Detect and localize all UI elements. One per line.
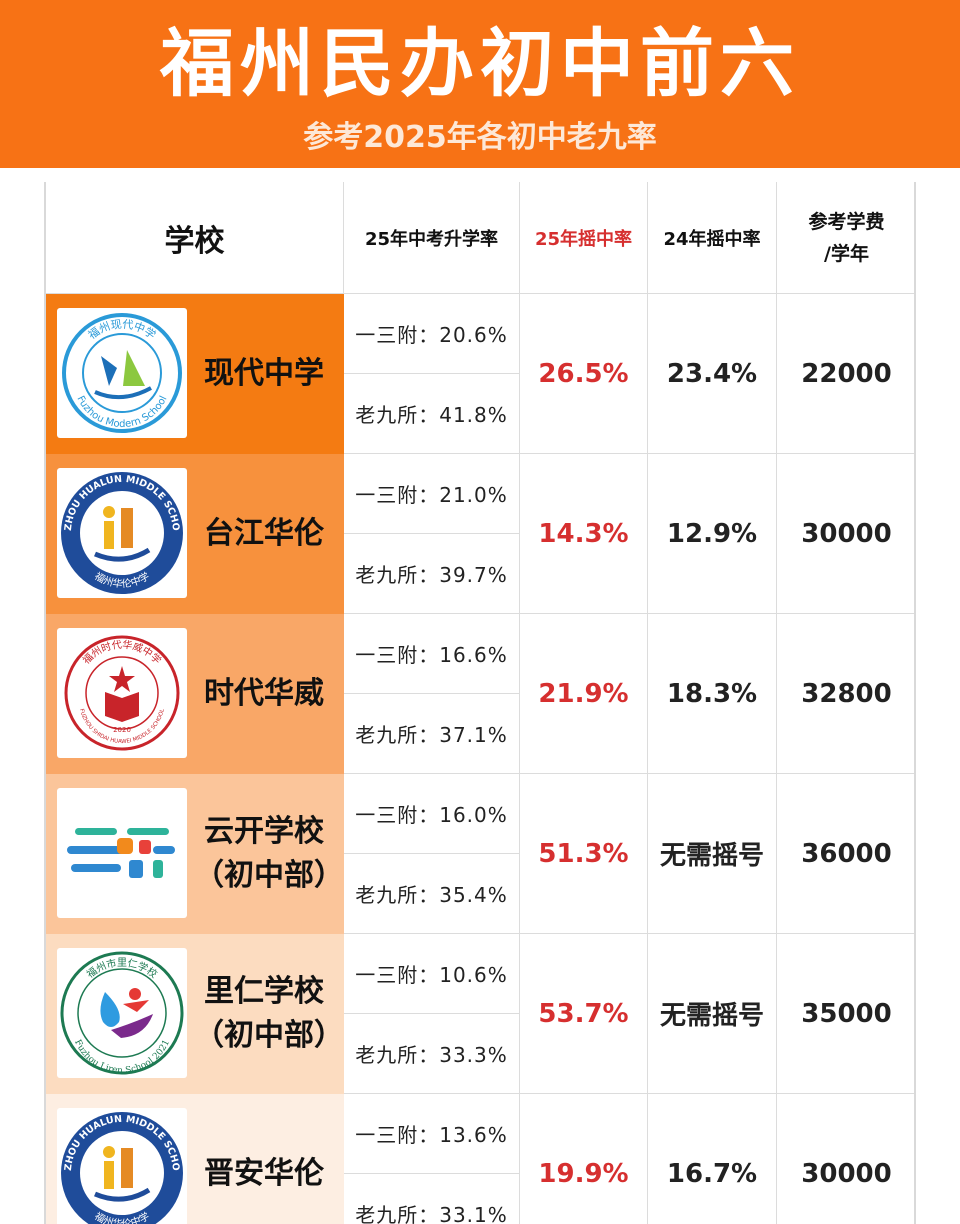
table-row: FUZHOU HUALUN MIDDLE SCHOOL 福州华伦中学 晋安华伦 … — [46, 1094, 914, 1224]
school-name: 台江华伦 — [204, 516, 324, 551]
table-row: 福州时代华威中学 FUZHOU SHIDAI HUAWEI MIDDLE SCH… — [46, 614, 914, 774]
lottery-rate-2024: 23.4% — [648, 294, 777, 454]
tuition: 32800 — [777, 614, 914, 774]
lottery-rate-2025: 21.9% — [520, 614, 648, 774]
header-tuition: 参考学费 /学年 — [777, 182, 914, 294]
title-banner: 福州民办初中前六 参考2025年各初中老九率 — [0, 0, 960, 168]
school-cell: FUZHOU HUALUN MIDDLE SCHOOL 福州华伦中学 台江华伦 — [46, 454, 344, 614]
fuzhou-hualun-middle-school-logo: FUZHOU HUALUN MIDDLE SCHOOL 福州华伦中学 — [57, 468, 187, 598]
school-name: 晋安华伦 — [204, 1156, 324, 1191]
fuzhou-modern-school-logo: 福州现代中学 Fuzhou Modern School — [57, 308, 187, 438]
header-lottery-rate-2024: 24年摇中率 — [648, 182, 777, 294]
lottery-rate-2024: 无需摇号 — [648, 934, 777, 1094]
rate-yisanfu: 一三附：13.6% — [344, 1094, 520, 1174]
header-lottery-rate-2025: 25年摇中率 — [520, 182, 648, 294]
table-row: 云开学校 （初中部） 一三附：16.0% 老九所：35.4% 51.3% 无需摇… — [46, 774, 914, 934]
rate-laojiusuo: 老九所：35.4% — [344, 854, 520, 934]
page-title: 福州民办初中前六 — [160, 21, 800, 107]
lottery-rate-2025: 19.9% — [520, 1094, 648, 1224]
lottery-rate-2025: 53.7% — [520, 934, 648, 1094]
fuzhou-liren-school-logo: 福州市里仁学校 Fuzhou Liren School 2021 — [57, 948, 187, 1078]
lottery-rate-2024: 18.3% — [648, 614, 777, 774]
rate-laojiusuo: 老九所：33.3% — [344, 1014, 520, 1094]
school-cell: FUZHOU HUALUN MIDDLE SCHOOL 福州华伦中学 晋安华伦 — [46, 1094, 344, 1224]
rate-yisanfu: 一三附：16.0% — [344, 774, 520, 854]
school-cell: 福州现代中学 Fuzhou Modern School 现代中学 — [46, 294, 344, 454]
yunkai-school-logo — [57, 788, 187, 918]
lottery-rate-2025: 51.3% — [520, 774, 648, 934]
lottery-rate-2025: 26.5% — [520, 294, 648, 454]
rate-yisanfu: 一三附：20.6% — [344, 294, 520, 374]
fuzhou-hualun-middle-school-logo: FUZHOU HUALUN MIDDLE SCHOOL 福州华伦中学 — [57, 1108, 187, 1224]
table-row: 福州现代中学 Fuzhou Modern School 现代中学 一三附：20.… — [46, 294, 914, 454]
rate-yisanfu: 一三附：16.6% — [344, 614, 520, 694]
tuition: 36000 — [777, 774, 914, 934]
lottery-rate-2025: 14.3% — [520, 454, 648, 614]
rate-laojiusuo: 老九所：39.7% — [344, 534, 520, 614]
school-cell: 云开学校 （初中部） — [46, 774, 344, 934]
tuition: 35000 — [777, 934, 914, 1094]
svg-text:2020: 2020 — [113, 726, 131, 734]
school-name: 里仁学校 （初中部） — [194, 974, 344, 1053]
header-graduation-rate: 25年中考升学率 — [344, 182, 520, 294]
table-row: FUZHOU HUALUN MIDDLE SCHOOL 福州华伦中学 台江华伦 … — [46, 454, 914, 614]
rate-yisanfu: 一三附：10.6% — [344, 934, 520, 1014]
school-name: 时代华威 — [204, 676, 324, 711]
rate-yisanfu: 一三附：21.0% — [344, 454, 520, 534]
rate-laojiusuo: 老九所：33.1% — [344, 1174, 520, 1224]
school-name: 现代中学 — [204, 356, 324, 391]
school-cell: 福州时代华威中学 FUZHOU SHIDAI HUAWEI MIDDLE SCH… — [46, 614, 344, 774]
table-row: 福州市里仁学校 Fuzhou Liren School 2021 里仁学校 （初… — [46, 934, 914, 1094]
shidai-huawei-middle-school-logo: 福州时代华威中学 FUZHOU SHIDAI HUAWEI MIDDLE SCH… — [57, 628, 187, 758]
lottery-rate-2024: 无需摇号 — [648, 774, 777, 934]
tuition: 22000 — [777, 294, 914, 454]
page-subtitle: 参考2025年各初中老九率 — [303, 120, 657, 155]
header-tuition-line-2: /学年 — [824, 242, 869, 265]
school-name: 云开学校 （初中部） — [194, 814, 344, 893]
school-table: 学校 25年中考升学率 25年摇中率 24年摇中率 参考学费 /学年 福州现代中… — [44, 182, 916, 1224]
lottery-rate-2024: 16.7% — [648, 1094, 777, 1224]
school-cell: 福州市里仁学校 Fuzhou Liren School 2021 里仁学校 （初… — [46, 934, 344, 1094]
lottery-rate-2024: 12.9% — [648, 454, 777, 614]
header-tuition-line-1: 参考学费 — [808, 210, 885, 233]
rate-laojiusuo: 老九所：37.1% — [344, 694, 520, 774]
tuition: 30000 — [777, 1094, 914, 1224]
rate-laojiusuo: 老九所：41.8% — [344, 374, 520, 454]
tuition: 30000 — [777, 454, 914, 614]
header-school: 学校 — [46, 182, 344, 294]
